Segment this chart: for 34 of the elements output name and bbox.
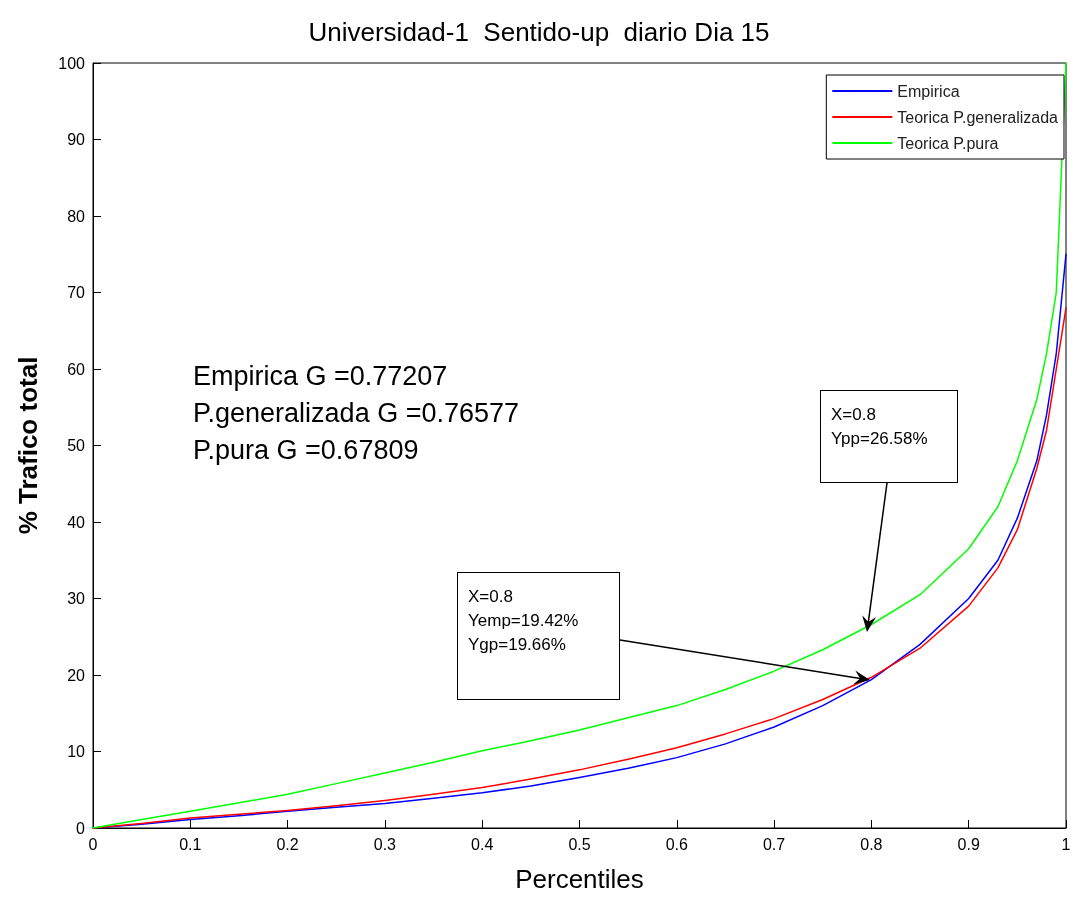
y-tick-label: 90 [67, 131, 86, 148]
legend-label: Empirica [897, 82, 960, 100]
x-tick-label: 0.1 [179, 835, 202, 853]
y-tick-label: 80 [67, 207, 86, 225]
y-tick-label: 70 [67, 284, 86, 301]
legend-label: Teorica P.generalizada [897, 108, 1059, 126]
y-tick-label: 50 [67, 437, 86, 454]
y-axis-title: % Trafico total [13, 356, 43, 535]
chart-title: Universidad-1 Sentido-up diario Dia 15 [308, 17, 770, 47]
x-tick-label: 0.5 [568, 835, 591, 853]
x-tick-label: 0.2 [276, 835, 299, 853]
x-tick-label: 0 [88, 835, 98, 853]
y-tick-label: 40 [67, 513, 86, 531]
x-tick-label: 0.7 [762, 835, 786, 853]
y-tick-label: 20 [67, 666, 86, 684]
x-tick-label: 0.3 [373, 835, 397, 853]
annotation: P.pura G =0.67809 [193, 434, 420, 467]
note-box: X=0.8 Yemp=19.42% Ygp=19.66% [457, 572, 620, 700]
y-tick-label: 30 [67, 590, 86, 607]
y-tick-label: 10 [67, 743, 86, 760]
x-tick-label: 0.4 [471, 835, 494, 853]
note-box: X=0.8 Ypp=26.58% [820, 390, 958, 483]
y-tick-label: 60 [67, 360, 86, 378]
legend-label: Teorica P.pura [897, 134, 999, 152]
y-tick-label: 0 [76, 819, 86, 837]
x-axis-title: Percentiles [515, 864, 644, 894]
x-tick-label: 0.6 [665, 835, 689, 853]
x-tick-label: 1 [1061, 835, 1071, 853]
line-series [92, 62, 1067, 829]
y-tick-label: 100 [58, 54, 86, 72]
x-tick-label: 0.8 [860, 835, 883, 853]
annotation: Empirica G =0.77207 [193, 360, 449, 393]
annotation: P.generalizada G =0.76577 [193, 397, 520, 430]
x-tick-label: 0.9 [957, 835, 980, 853]
